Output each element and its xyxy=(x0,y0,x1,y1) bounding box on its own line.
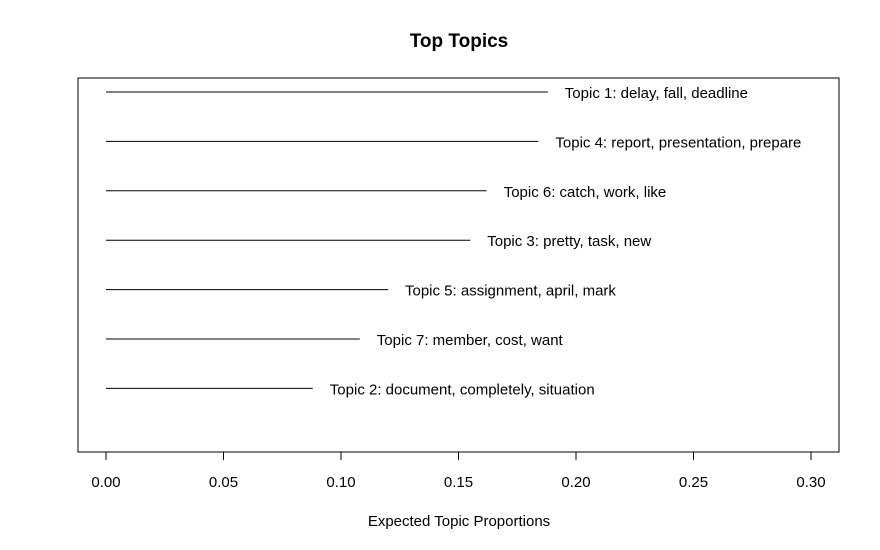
x-tick-label-0: 0.00 xyxy=(91,474,120,491)
x-tick-label-1: 0.05 xyxy=(209,474,238,491)
x-tick-label-2: 0.10 xyxy=(326,474,355,491)
chart-title: Top Topics xyxy=(410,31,509,52)
bar-label-6: Topic 7: member, cost, want xyxy=(377,332,564,349)
x-axis-label: Expected Topic Proportions xyxy=(368,513,550,530)
bar-label-7: Topic 2: document, completely, situation xyxy=(330,381,595,398)
x-tick-label-6: 0.30 xyxy=(796,474,825,491)
bar-label-5: Topic 5: assignment, april, mark xyxy=(405,283,616,300)
bars-group: Topic 1: delay, fall, deadline Topic 4: r… xyxy=(106,85,801,398)
bar-label-1: Topic 1: delay, fall, deadline xyxy=(565,85,748,102)
x-tick-label-3: 0.15 xyxy=(444,474,473,491)
x-tick-label-4: 0.20 xyxy=(561,474,590,491)
x-axis-ticks: 0.00 0.05 0.10 0.15 0.20 0.25 0.30 xyxy=(91,452,826,491)
bar-label-2: Topic 4: report, presentation, prepare xyxy=(555,134,801,151)
x-tick-label-5: 0.25 xyxy=(679,474,708,491)
bar-label-3: Topic 6: catch, work, like xyxy=(504,184,667,201)
bar-label-4: Topic 3: pretty, task, new xyxy=(487,233,651,250)
